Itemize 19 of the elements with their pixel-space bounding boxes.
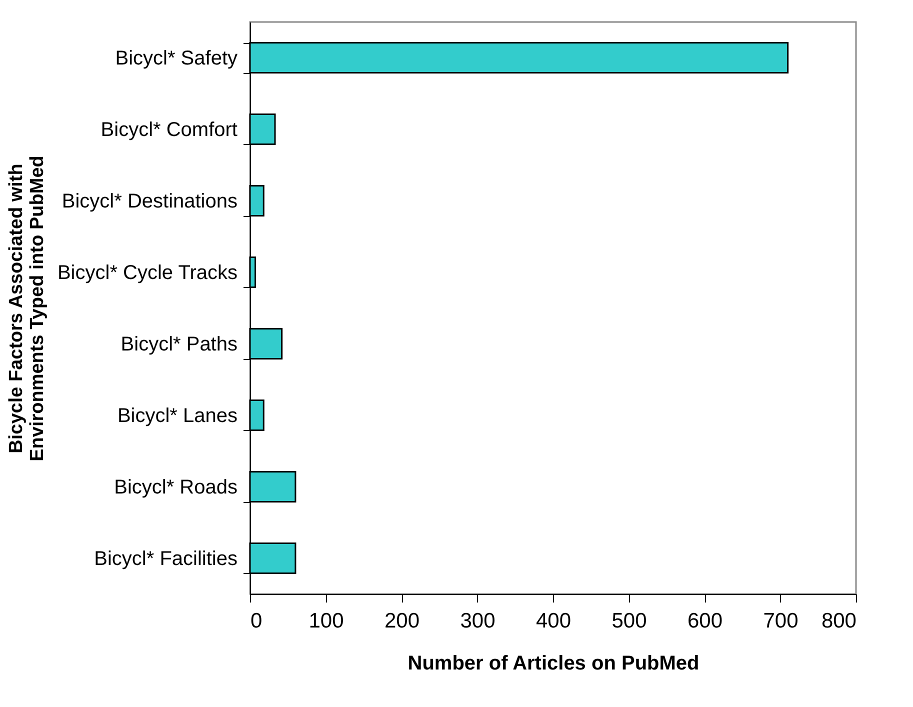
y-tick-label: Bicycl* Facilities: [94, 548, 238, 570]
y-tick-label: Bicycl* Cycle Tracks: [57, 262, 238, 284]
x-tick-label: 600: [687, 610, 723, 632]
x-tick-label: 100: [308, 610, 344, 632]
y-axis-title: Bicycle Factors Associated with Environments Typed into PubMed: [6, 156, 48, 462]
y-tick-label: Bicycl* Paths: [120, 333, 238, 356]
y-tick-label: Bicycl* Lanes: [117, 404, 238, 427]
x-tick-label: 400: [536, 610, 572, 632]
x-tick-label: 200: [384, 610, 420, 632]
y-tick-label: Bicycl* Roads: [114, 476, 238, 498]
x-tick-label: 500: [612, 610, 647, 632]
y-tick-label: Bicycl* Destinations: [62, 190, 238, 212]
x-tick-label: 800: [821, 610, 856, 632]
y-tick-label: Bicycl* Safety: [115, 47, 238, 70]
x-tick-label: 700: [763, 610, 798, 632]
x-axis-title: Number of Articles on PubMed: [408, 652, 700, 674]
x-tick-label: 0: [250, 610, 262, 632]
y-tick-label: Bicycl* Comfort: [100, 118, 238, 141]
x-tick-label: 300: [460, 610, 496, 632]
